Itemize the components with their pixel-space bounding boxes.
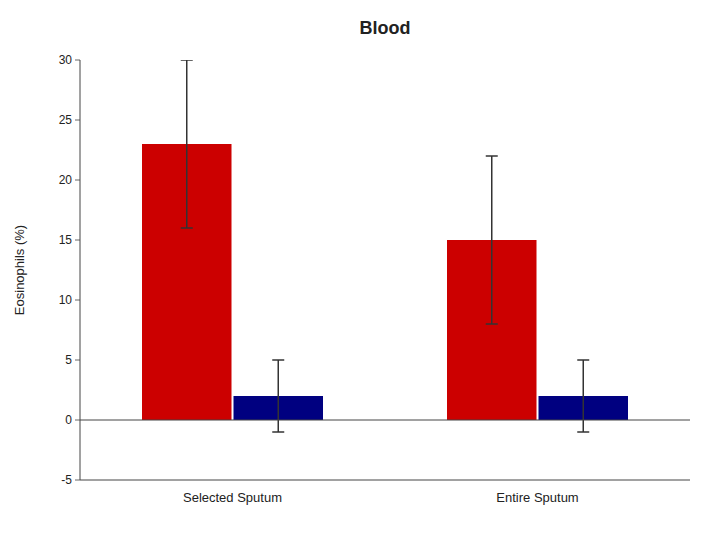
error-bar-cap xyxy=(486,155,498,157)
y-tick-label: 0 xyxy=(65,413,72,427)
error-bar-stem xyxy=(186,60,188,228)
y-tick-label: 20 xyxy=(59,173,73,187)
x-tick-label: Entire Sputum xyxy=(496,490,578,505)
error-bar-stem xyxy=(491,156,493,324)
y-tick xyxy=(75,360,80,361)
chart-svg: -5 0 5 10 15 20 25 30 Selected Sputum Entire Sput… xyxy=(0,0,720,540)
y-tick-label: -5 xyxy=(61,473,72,487)
error-bar-cap xyxy=(577,431,589,433)
x-axis-line xyxy=(80,480,690,481)
error-bar-cap xyxy=(577,359,589,361)
error-bar-cap xyxy=(272,431,284,433)
y-axis-line xyxy=(80,60,81,480)
y-tick xyxy=(75,420,80,421)
y-axis-label: Eosinophils (%) xyxy=(12,225,27,315)
y-tick-label: 10 xyxy=(59,293,73,307)
error-bar-cap xyxy=(181,60,193,61)
error-bar xyxy=(181,60,193,228)
chart-title: Blood xyxy=(360,18,411,38)
chart-container: -5 0 5 10 15 20 25 30 Selected Sputum Entire Sput… xyxy=(0,0,720,540)
x-tick-label: Selected Sputum xyxy=(183,490,282,505)
y-tick xyxy=(75,240,80,241)
y-tick xyxy=(75,480,80,481)
error-bar-cap xyxy=(486,323,498,325)
y-tick-label: 5 xyxy=(65,353,72,367)
y-tick xyxy=(75,120,80,121)
y-tick-label: 30 xyxy=(59,53,73,67)
y-tick-label: 15 xyxy=(59,233,73,247)
plot-area xyxy=(142,60,628,432)
error-bar xyxy=(486,156,498,324)
error-bar xyxy=(577,360,589,432)
error-bar-stem xyxy=(278,360,280,432)
error-bar-cap xyxy=(181,227,193,229)
y-tick xyxy=(75,300,80,301)
error-bar-cap xyxy=(272,359,284,361)
error-bar-stem xyxy=(583,360,585,432)
y-tick xyxy=(75,180,80,181)
zero-line xyxy=(80,420,690,421)
error-bar xyxy=(272,360,284,432)
y-tick xyxy=(75,60,80,61)
y-tick-label: 25 xyxy=(59,113,73,127)
